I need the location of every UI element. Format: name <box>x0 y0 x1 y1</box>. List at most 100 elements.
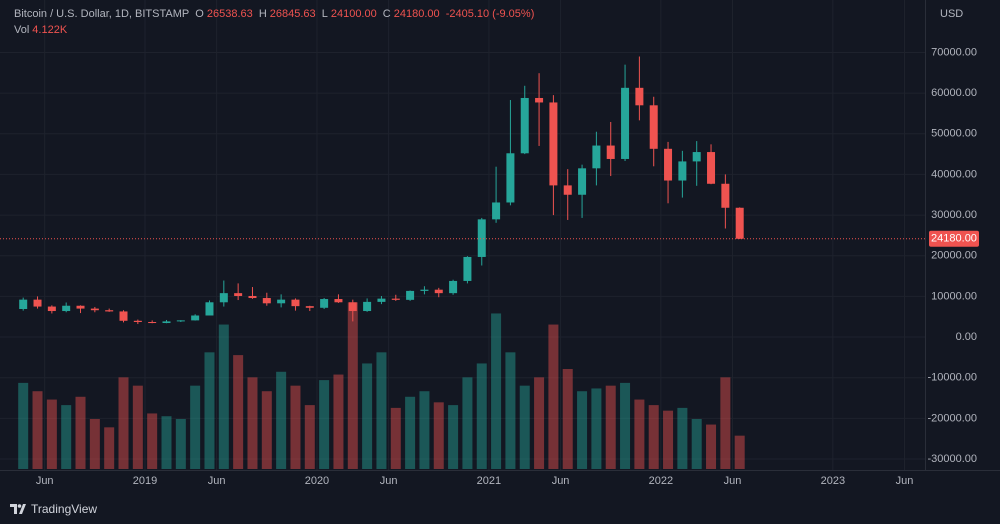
ohlc-key: O <box>195 8 204 20</box>
x-tick-label: Jun <box>208 475 226 487</box>
x-tick-label: Jun <box>724 475 742 487</box>
candle-body <box>248 295 257 299</box>
volume-bar <box>104 427 115 469</box>
candle-body <box>649 105 658 149</box>
y-tick-label: -10000.00 <box>927 372 977 384</box>
x-tick-label: Jun <box>380 475 398 487</box>
volume-bar <box>448 405 459 469</box>
volume-bar <box>333 374 344 469</box>
volume-bar <box>519 385 530 469</box>
volume-bar <box>18 382 29 469</box>
volume-bar <box>476 363 487 469</box>
candle-body <box>176 320 185 322</box>
candle-body <box>377 298 386 302</box>
candle-body <box>520 97 529 154</box>
candle-body <box>191 315 200 321</box>
y-tick-label: 0.00 <box>956 331 977 343</box>
candle-body <box>535 97 544 103</box>
volume-bar <box>32 391 43 469</box>
y-tick-label: 40000.00 <box>931 168 977 180</box>
x-tick-label: 2021 <box>477 475 501 487</box>
candle-body <box>119 311 128 321</box>
volume-bar <box>491 313 502 469</box>
candle-body <box>19 299 28 309</box>
volume-bar <box>319 380 330 469</box>
y-tick-label: 20000.00 <box>931 250 977 262</box>
candle-body <box>305 306 314 308</box>
volume-bar <box>204 352 215 469</box>
volume-bar <box>304 405 315 469</box>
candle-body <box>678 161 687 181</box>
volume-bar <box>261 391 272 469</box>
x-tick-label: 2019 <box>133 475 157 487</box>
candle-body <box>363 301 372 312</box>
candle-body <box>234 293 243 296</box>
brand[interactable]: TradingView <box>10 502 97 516</box>
volume-bar <box>147 413 158 469</box>
volume-bar <box>347 302 358 469</box>
candle-body <box>47 306 56 312</box>
volume-bar <box>405 396 416 469</box>
candle-body <box>133 320 142 323</box>
ohlc-value: 24180.00 <box>393 8 440 20</box>
candle-body <box>563 185 572 195</box>
candle-body <box>721 183 730 208</box>
x-tick-label: Jun <box>552 475 570 487</box>
brand-logo <box>10 504 26 514</box>
volume-bar <box>648 405 659 469</box>
last-price-label: 24180.00 <box>931 233 977 245</box>
x-tick-label: 2023 <box>821 475 845 487</box>
candle-body <box>707 152 716 184</box>
x-tick-label: 2022 <box>649 475 673 487</box>
y-tick-label: 30000.00 <box>931 209 977 221</box>
volume-bar <box>677 407 688 469</box>
volume-bar <box>61 405 72 469</box>
volume-bar <box>390 407 401 469</box>
symbol[interactable]: Bitcoin / U.S. Dollar, 1D, BITSTAMP <box>14 8 190 20</box>
candle-body <box>262 298 271 304</box>
candle-body <box>33 299 42 307</box>
candle-body <box>592 145 601 169</box>
volume-row: Vol 4.122K <box>14 24 70 36</box>
candle-body <box>420 289 429 291</box>
volume-bar <box>548 324 559 469</box>
candle-body <box>463 256 472 281</box>
volume-bar <box>376 352 387 469</box>
candle-body <box>406 290 415 300</box>
x-tick-label: 2020 <box>305 475 329 487</box>
volume-bar <box>247 377 258 469</box>
candle-body <box>148 322 157 324</box>
volume-bar <box>462 377 473 469</box>
legend-row: Bitcoin / U.S. Dollar, 1D, BITSTAMP O 265… <box>14 8 537 20</box>
volume-bar <box>175 419 186 469</box>
volume-bar <box>505 352 516 469</box>
x-tick-label: Jun <box>36 475 54 487</box>
candle-body <box>578 168 587 195</box>
volume-bar <box>663 410 674 469</box>
volume-bar <box>720 377 731 469</box>
y-tick-label: 50000.00 <box>931 128 977 140</box>
y-tick-label: 10000.00 <box>931 290 977 302</box>
volume-bar <box>620 382 631 469</box>
volume-value: 4.122K <box>32 24 68 36</box>
candle-body <box>62 305 71 312</box>
ohlc-value: 26845.63 <box>269 8 316 20</box>
candle-body <box>621 87 630 159</box>
ohlc-value: 26538.63 <box>206 8 253 20</box>
candle-body <box>735 207 744 239</box>
volume-bar <box>46 399 57 469</box>
candle-body <box>664 148 673 181</box>
candle-body <box>606 145 615 159</box>
currency-label: USD <box>940 8 963 20</box>
y-tick-label: 70000.00 <box>931 46 977 58</box>
x-tick-label: Jun <box>896 475 914 487</box>
volume-bar <box>634 399 645 469</box>
volume-key: Vol <box>14 24 30 36</box>
candle-body <box>391 298 400 300</box>
candle-body <box>477 219 486 257</box>
volume-bar <box>190 385 201 469</box>
y-tick-label: 60000.00 <box>931 87 977 99</box>
candle-body <box>76 305 85 309</box>
